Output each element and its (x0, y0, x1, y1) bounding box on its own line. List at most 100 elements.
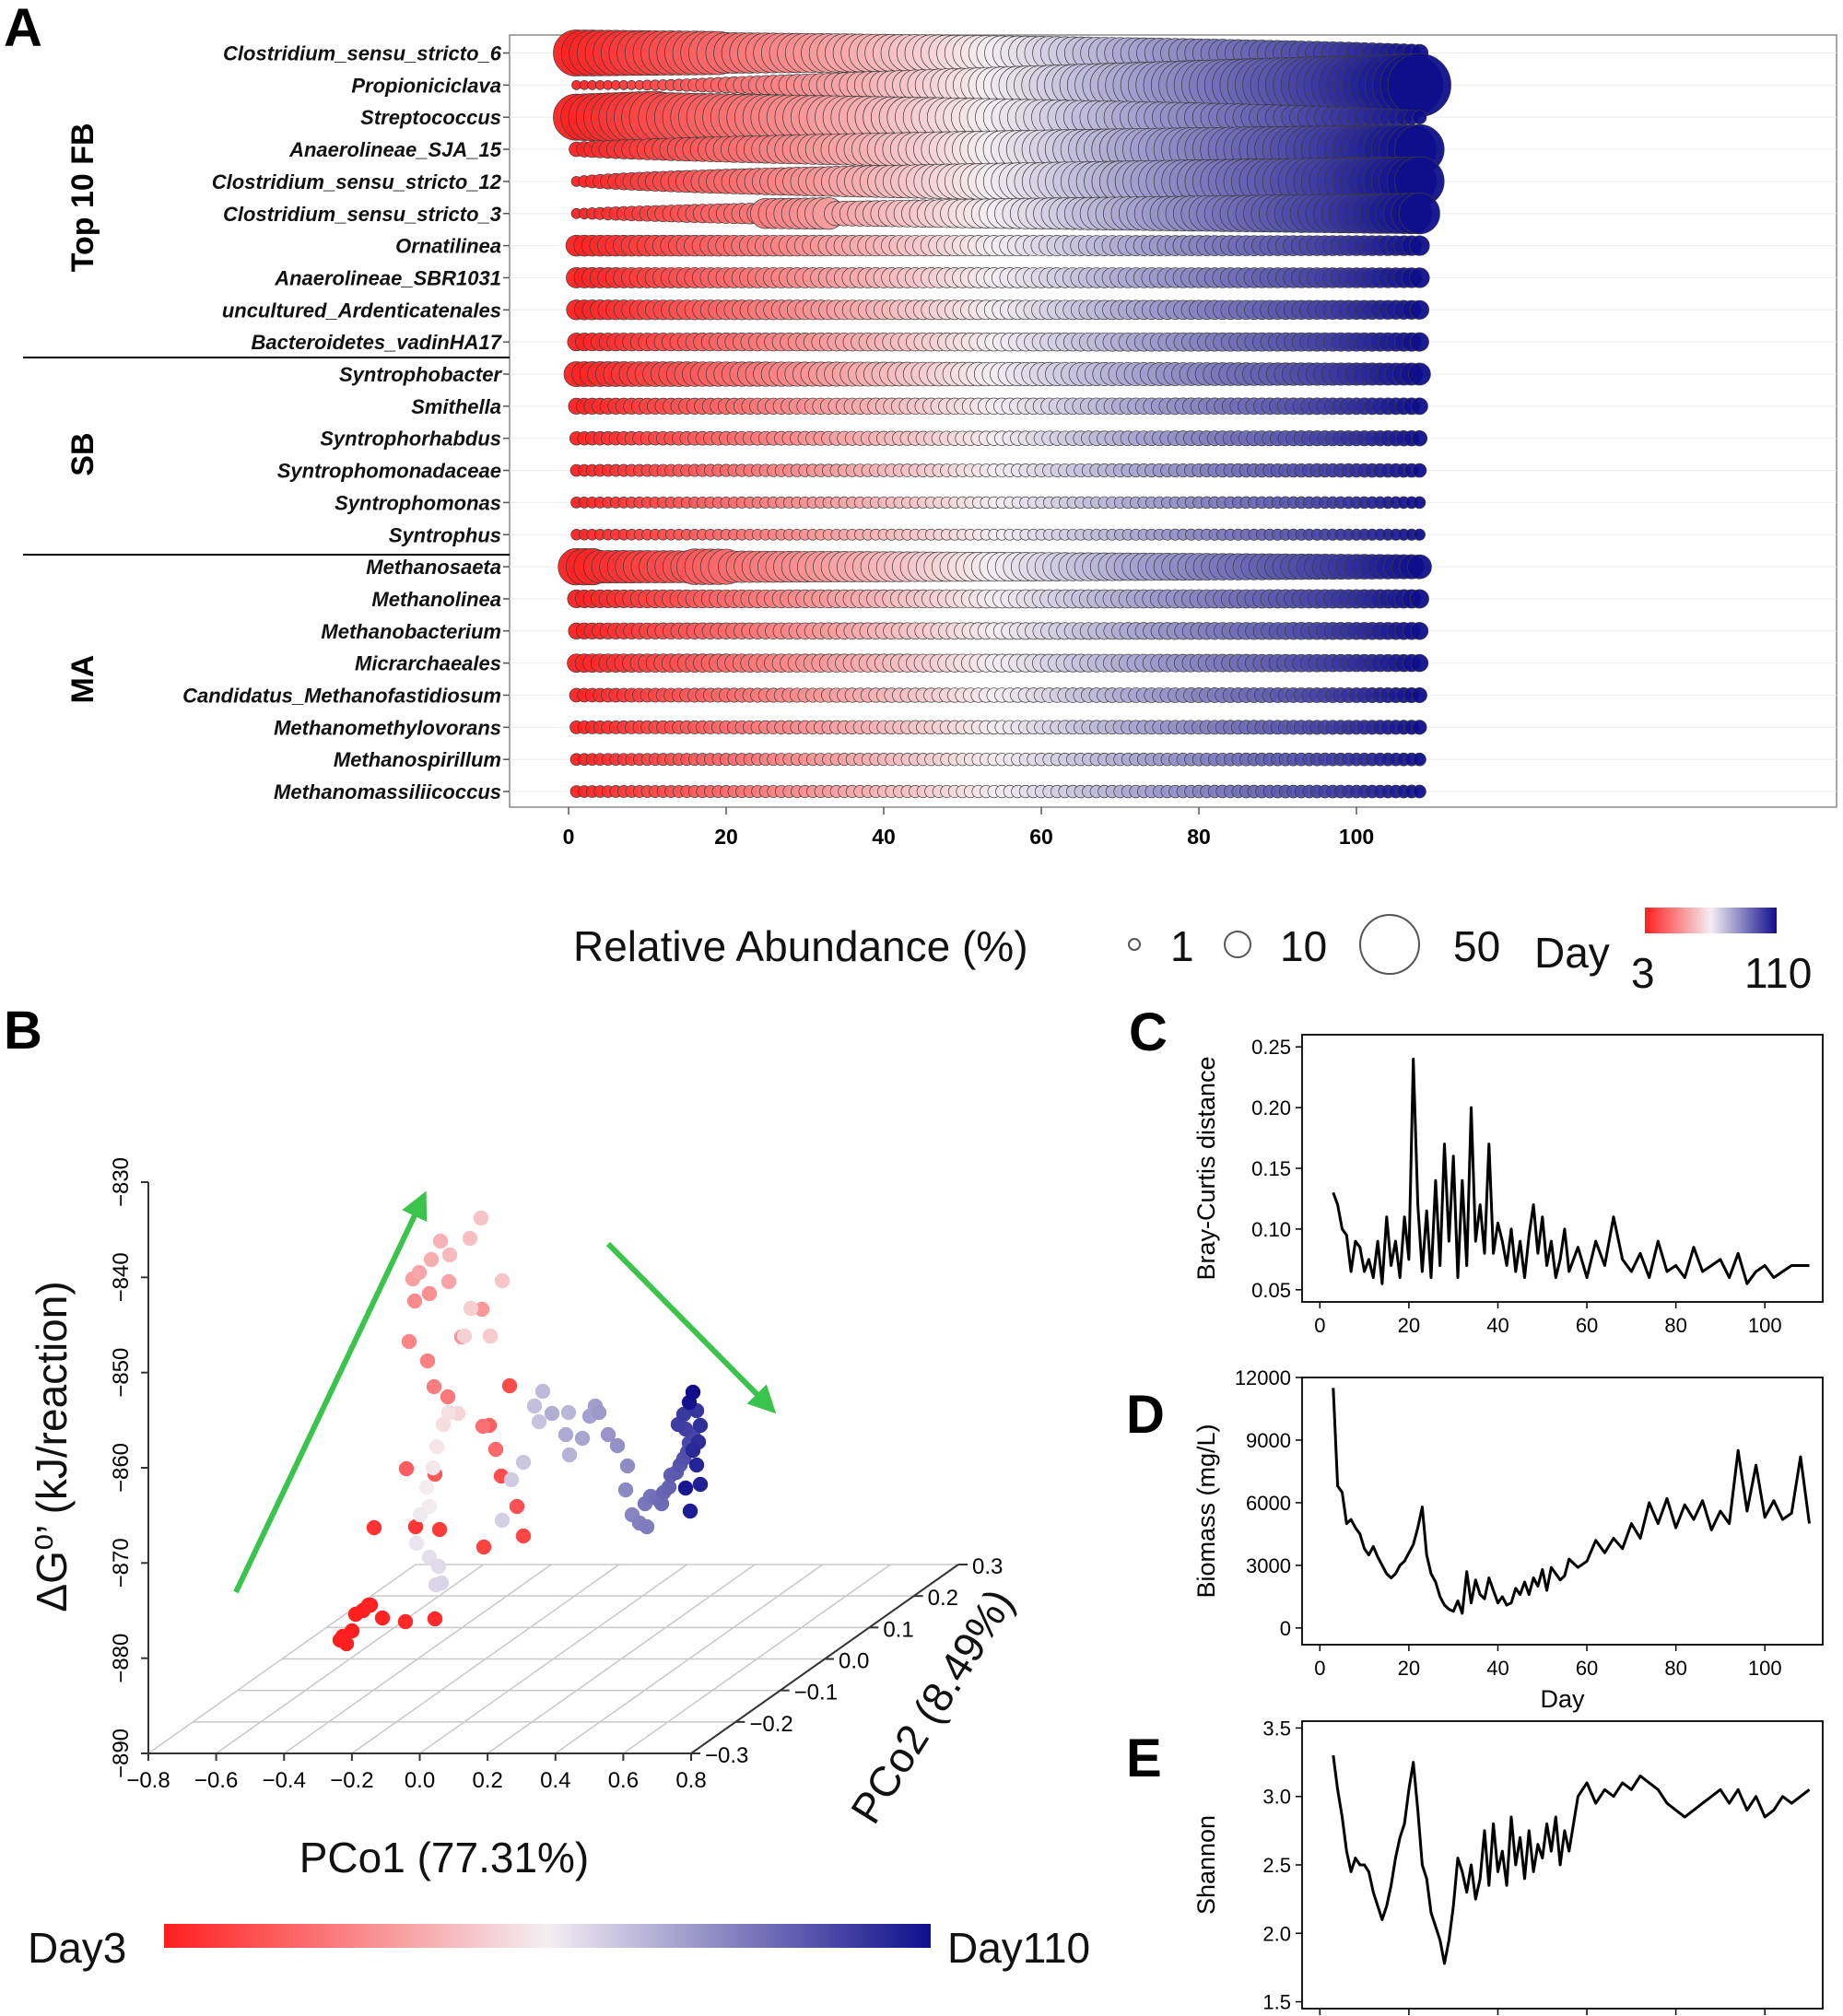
y-tick-label: 1.5 (1262, 1991, 1291, 2014)
panel-b-points (332, 1210, 709, 1652)
x-tick-label: −0.2 (330, 1768, 373, 1793)
scatter-point (685, 1442, 701, 1459)
taxon-label: Methanosaeta (366, 556, 501, 579)
bubble-mark (1411, 687, 1427, 703)
scatter-point (487, 1441, 504, 1458)
scatter-point (503, 1471, 520, 1488)
taxon-label: Smithella (411, 395, 501, 418)
bubble-mark (1387, 53, 1451, 117)
scatter-point (682, 1503, 698, 1519)
y-tick-label: 0.10 (1251, 1218, 1291, 1241)
bubble-mark (1412, 110, 1427, 125)
bubble-mark (1409, 589, 1429, 609)
bubble-mark (1413, 496, 1426, 510)
scatter-point (423, 1251, 440, 1268)
y-tick-label: 0.20 (1251, 1096, 1291, 1119)
x-tick-label: −0.8 (126, 1768, 170, 1793)
scatter-point (425, 1459, 441, 1476)
bubble-mark (1408, 362, 1431, 386)
y-axis-label: Bray-Curtis distance (1192, 1056, 1220, 1280)
series-line (1332, 1388, 1811, 1615)
taxon-label: Anaerolineae_SJA_15 (288, 138, 502, 161)
x-tick-label: 100 (1339, 825, 1374, 849)
y-tick-label: −0.1 (794, 1681, 838, 1705)
size-legend-circle-10 (1224, 931, 1251, 958)
size-legend-circle-50 (1359, 914, 1420, 975)
scatter-point (688, 1457, 705, 1473)
x-tick-label: 0.8 (675, 1768, 706, 1793)
x-tick-label: 0.0 (405, 1768, 435, 1793)
panel-c-line-chart: 0 20 40 60 80 100 0.25 0.20 0.15 0.10 0.05 Bray-Cur… (1192, 1034, 1824, 1337)
x-tick-label: 20 (1398, 1314, 1420, 1337)
scatter-point (462, 1230, 478, 1247)
scatter-point (440, 1273, 457, 1290)
panel-e-letter: E (1126, 1729, 1162, 1788)
panel-b-y-label: PCo2 (8.49%) (841, 1580, 1023, 1832)
scatter-point (463, 1300, 479, 1317)
z-tick-label: −850 (109, 1348, 134, 1398)
taxon-label: Syntrophus (389, 523, 501, 546)
scatter-point (473, 1210, 489, 1226)
panel-a-taxa-labels: Clostridium_sensu_stricto_6 Propionicicla… (182, 42, 503, 804)
panel-d-line-chart: 0 20 40 60 80 100 12000 9000 6000 3000 0 Biomass (m… (1192, 1366, 1824, 1713)
taxon-label: Methanospirillum (334, 748, 501, 771)
scatter-point (526, 1398, 543, 1414)
z-tick-label: −880 (109, 1634, 134, 1683)
y-tick-label: 9000 (1246, 1429, 1291, 1452)
panel-b-z-label: ΔG⁰’ (kJ/reaction) (28, 1281, 76, 1612)
x-tick-label: 0.6 (608, 1768, 639, 1793)
x-tick-label: −0.6 (194, 1768, 238, 1793)
x-tick-label: 80 (1664, 1314, 1686, 1337)
taxon-label: Clostridium_sensu_stricto_6 (223, 42, 502, 65)
x-tick-label: 0.2 (472, 1768, 502, 1793)
x-tick-label: 40 (1486, 1314, 1508, 1337)
x-tick-label: 0.4 (540, 1768, 570, 1793)
taxon-label: Syntrophorhabdus (320, 428, 501, 451)
bubble-mark (1409, 235, 1430, 256)
scatter-point (560, 1404, 577, 1421)
x-tick-label: 0 (563, 825, 575, 849)
taxon-label: Methanolinea (371, 588, 501, 611)
bubble-mark (1412, 720, 1427, 735)
panel-b-x-label: PCo1 (77.31%) (299, 1834, 590, 1881)
taxon-label: Methanobacterium (321, 620, 501, 643)
y-tick-label: 0.1 (883, 1617, 913, 1642)
color-legend-min: 3 (1631, 949, 1655, 997)
scatter-point (509, 1498, 525, 1515)
y-tick-label: 0.05 (1251, 1279, 1291, 1302)
panel-b-colorbar-min: Day3 (28, 1924, 126, 1972)
y-tick-label: 3.5 (1262, 1717, 1291, 1740)
scatter-point (427, 1611, 443, 1627)
scatter-point (574, 1430, 591, 1447)
panel-a-legend: Relative Abundance (%) 1 10 50 Day 3 110 (573, 908, 1812, 997)
scatter-point (397, 1613, 414, 1630)
group-label: SB (65, 433, 100, 476)
scatter-point (421, 1285, 438, 1302)
scatter-point (433, 1575, 450, 1591)
panel-b-3d-grid (147, 1564, 959, 1754)
series-line (1332, 1754, 1811, 1965)
z-tick-label: −870 (109, 1538, 134, 1588)
y-tick-label: 3000 (1246, 1554, 1291, 1577)
size-legend-label-50: 50 (1453, 922, 1500, 970)
scatter-point (440, 1404, 457, 1421)
size-legend-label-10: 10 (1280, 922, 1327, 970)
x-tick-label: 0 (1314, 1657, 1325, 1680)
color-legend-title: Day (1534, 929, 1610, 977)
bubble-mark (1411, 430, 1428, 447)
color-legend-max: 110 (1744, 949, 1812, 997)
taxon-label: Syntrophomonadaceae (277, 460, 501, 483)
size-legend-circle-1 (1128, 938, 1141, 951)
scatter-point (600, 1426, 616, 1443)
scatter-point (374, 1610, 391, 1626)
taxon-label: Methanomassiliicoccus (274, 780, 501, 803)
scatter-point (426, 1378, 442, 1395)
scatter-point (431, 1521, 448, 1538)
taxon-label: Propioniciclava (351, 74, 501, 97)
scatter-point (406, 1293, 423, 1309)
scatter-point (515, 1454, 532, 1471)
taxon-label: Anaerolineae_SBR1031 (274, 266, 501, 289)
taxon-label: Candidatus_Methanofastidiosum (182, 685, 501, 708)
group-label: MA (65, 655, 100, 704)
